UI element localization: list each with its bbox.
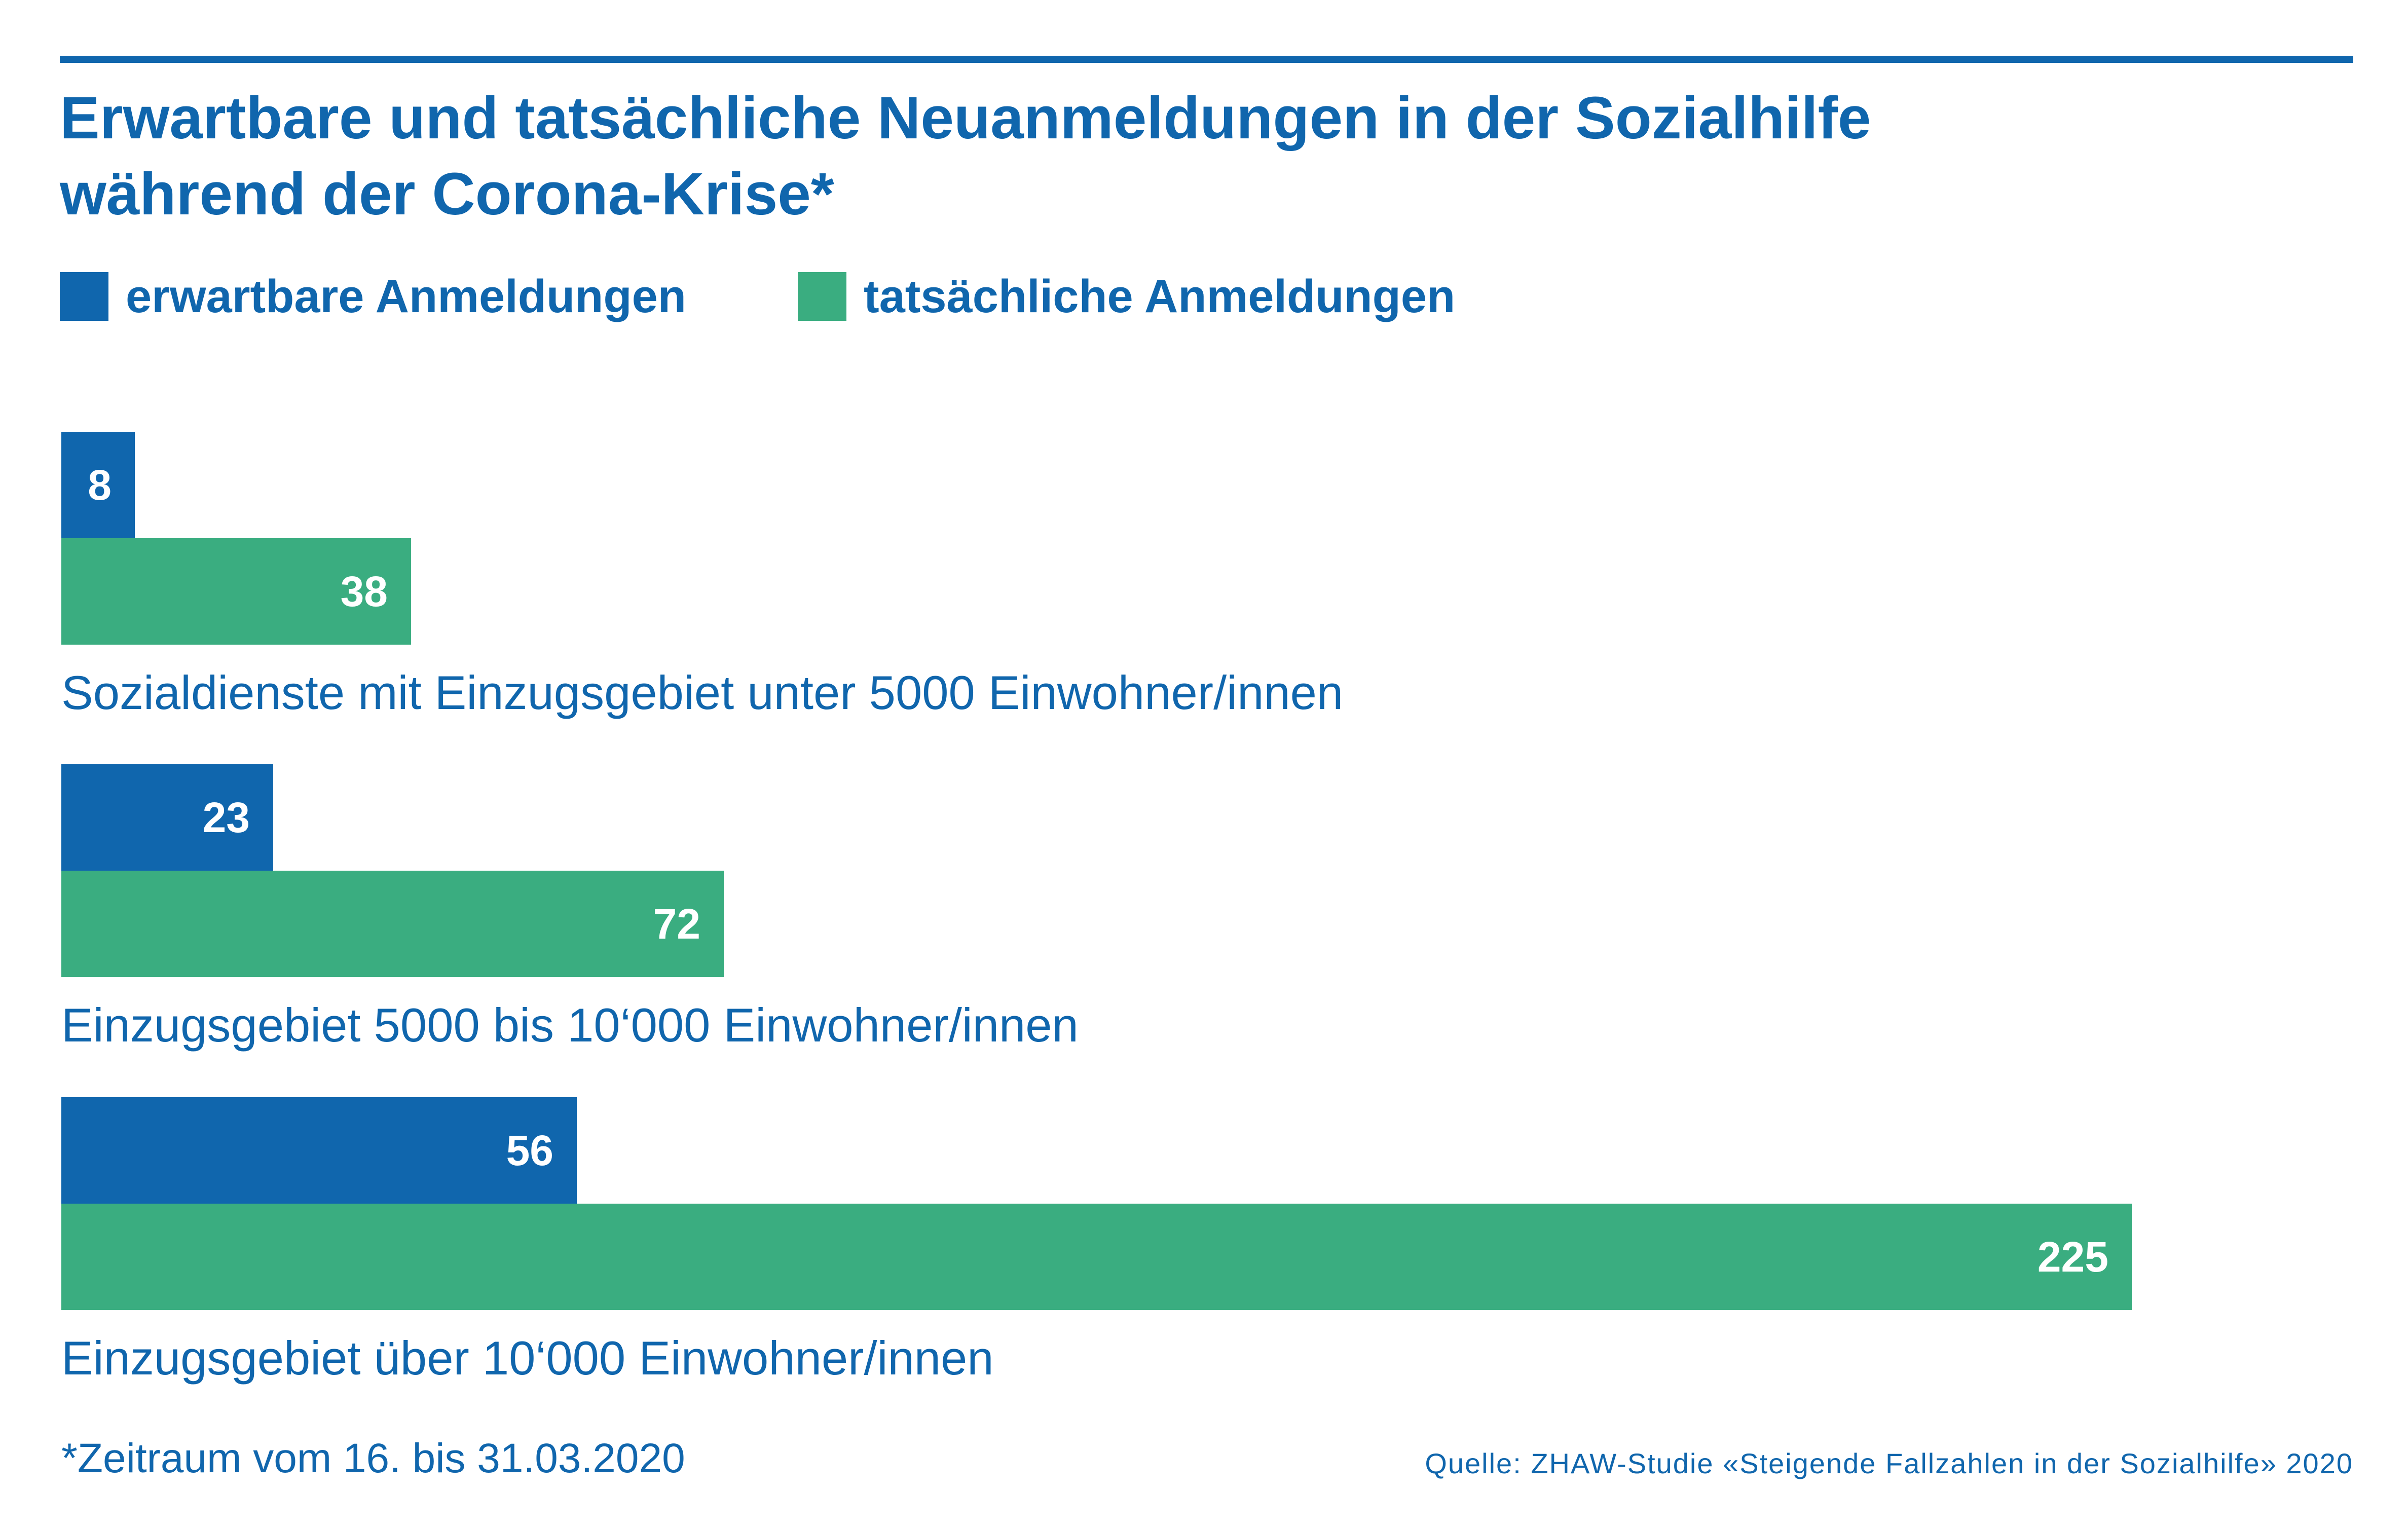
bar-value-label: 225 [2037, 1233, 2108, 1281]
bar-value-label: 23 [202, 794, 250, 841]
legend-label-actual: tatsächliche Anmeldungen [863, 270, 1456, 322]
legend-swatch-expected [60, 272, 108, 321]
footnote: *Zeitraum vom 16. bis 31.03.2020 [61, 1435, 685, 1481]
source-note: Quelle: ZHAW-Studie «Steigende Fallzahle… [1425, 1447, 2353, 1479]
chart-title-line-2: während der Corona-Krise* [60, 161, 834, 228]
category-label-2: Einzugsgebiet 5000 bis 10‘000 Einwohner/… [61, 998, 1079, 1052]
category-label-3: Einzugsgebiet über 10‘000 Einwohner/inne… [61, 1331, 994, 1385]
chart-title: Erwartbare und tatsächliche Neuanmeldung… [60, 80, 2290, 232]
top-rule [60, 56, 2353, 63]
bar-expected-1: 8 [61, 432, 135, 538]
legend-swatch-actual [797, 272, 846, 321]
category-label-1: Sozialdienste mit Einzugsgebiet unter 50… [61, 666, 1344, 719]
bar-value-label: 8 [88, 461, 112, 509]
bar-value-label: 72 [653, 900, 700, 948]
bar-value-label: 56 [506, 1127, 553, 1174]
bar-actual-2: 72 [61, 871, 724, 977]
bar-actual-1: 38 [61, 538, 411, 645]
chart-title-line-1: Erwartbare und tatsächliche Neuanmeldung… [60, 85, 1871, 152]
legend-item-actual: tatsächliche Anmeldungen [797, 270, 1456, 323]
bar-expected-3: 56 [61, 1097, 577, 1204]
bar-expected-2: 23 [61, 764, 273, 871]
bar-value-label: 38 [340, 568, 388, 615]
bar-actual-3: 225 [61, 1204, 2132, 1310]
legend: erwartbare Anmeldungen tatsächliche Anme… [60, 269, 1567, 324]
legend-item-expected: erwartbare Anmeldungen [60, 270, 686, 323]
legend-label-expected: erwartbare Anmeldungen [126, 270, 686, 322]
